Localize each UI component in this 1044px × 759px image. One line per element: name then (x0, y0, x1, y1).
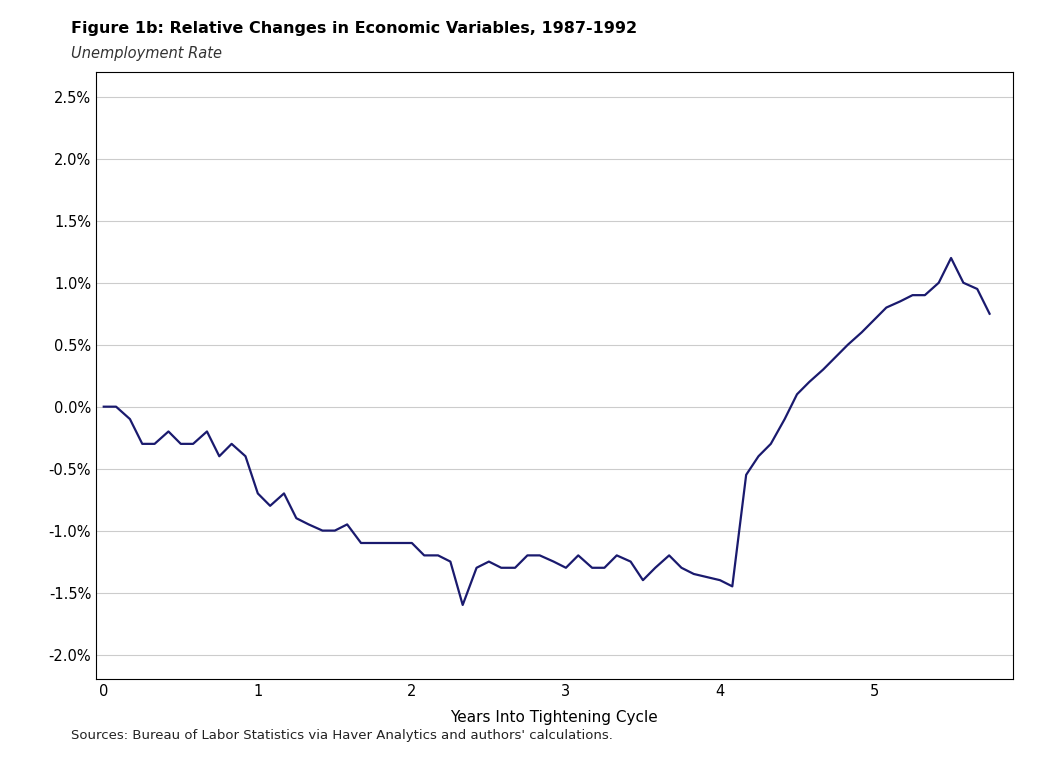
Text: Unemployment Rate: Unemployment Rate (71, 46, 222, 61)
Text: Figure 1b: Relative Changes in Economic Variables, 1987-1992: Figure 1b: Relative Changes in Economic … (71, 21, 637, 36)
X-axis label: Years Into Tightening Cycle: Years Into Tightening Cycle (451, 710, 658, 726)
Text: Sources: Bureau of Labor Statistics via Haver Analytics and authors' calculation: Sources: Bureau of Labor Statistics via … (71, 729, 613, 742)
